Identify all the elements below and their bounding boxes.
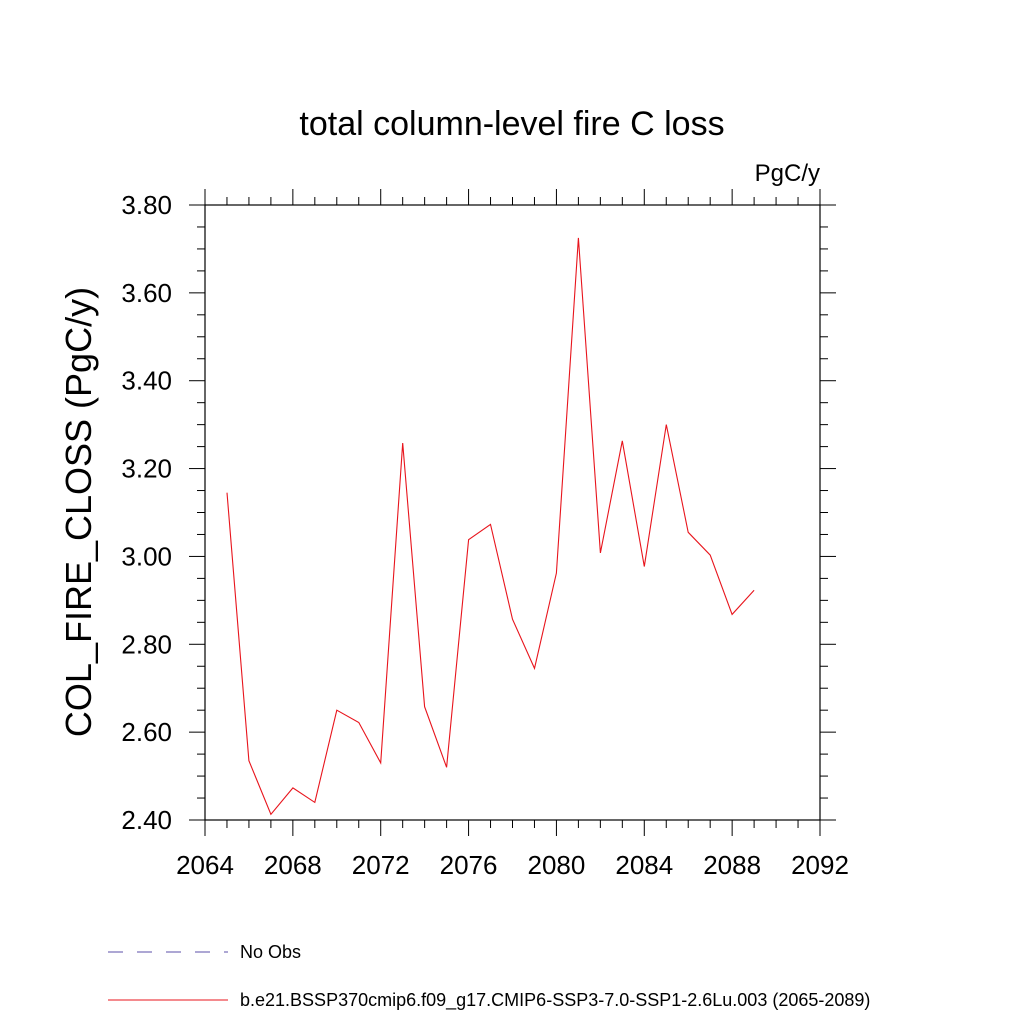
y-tick-label: 2.60 xyxy=(121,717,172,747)
data-point xyxy=(556,573,557,574)
legend: No Obs b.e21.BSSP370cmip6.f09_g17.CMIP6-S… xyxy=(108,942,870,1011)
data-point xyxy=(512,619,513,620)
data-point xyxy=(490,524,491,525)
y-tick-label: 3.80 xyxy=(121,190,172,220)
x-tick-label: 2088 xyxy=(703,850,761,880)
legend-label: b.e21.BSSP370cmip6.f09_g17.CMIP6-SSP3-7.… xyxy=(240,990,870,1011)
units-label: PgC/y xyxy=(755,160,820,187)
series-line xyxy=(226,237,755,816)
data-point xyxy=(314,802,315,803)
data-point xyxy=(424,706,425,707)
data-point xyxy=(754,590,755,591)
data-point xyxy=(468,539,469,540)
data-point xyxy=(534,668,535,669)
data-point xyxy=(380,762,381,763)
x-tick-label: 2064 xyxy=(176,850,234,880)
y-tick-label: 3.00 xyxy=(121,541,172,571)
x-tick-label: 2092 xyxy=(791,850,849,880)
y-tick-label: 3.60 xyxy=(121,278,172,308)
x-tick-label: 2076 xyxy=(440,850,498,880)
data-point xyxy=(600,552,601,553)
plot-frame xyxy=(204,204,821,821)
y-tick-label: 2.40 xyxy=(121,805,172,835)
data-point xyxy=(270,814,271,815)
data-point xyxy=(446,767,447,768)
chart-title: total column-level fire C loss xyxy=(299,105,724,143)
y-axis-label: COL_FIRE_CLOSS (PgC/y) xyxy=(58,287,99,737)
data-point xyxy=(710,555,711,556)
data-point xyxy=(644,566,645,567)
y-tick-label: 2.80 xyxy=(121,629,172,659)
axis-ticks: 2064 2068 2072 2076 2080 2084 2088 2092 2.40 2.60… xyxy=(121,189,849,880)
data-point xyxy=(226,492,227,493)
x-tick-label: 2080 xyxy=(528,850,586,880)
series-layer xyxy=(226,237,755,816)
data-point xyxy=(292,787,293,788)
data-point xyxy=(622,440,623,441)
data-point xyxy=(336,710,337,711)
y-tick-label: 3.20 xyxy=(121,454,172,484)
data-point xyxy=(358,722,359,723)
data-point xyxy=(666,424,667,425)
legend-label: No Obs xyxy=(240,942,301,962)
x-tick-label: 2072 xyxy=(352,850,410,880)
data-point xyxy=(688,532,689,533)
data-point xyxy=(248,760,249,761)
y-tick-label: 3.40 xyxy=(121,366,172,396)
data-point xyxy=(732,614,733,615)
x-tick-label: 2084 xyxy=(615,850,673,880)
data-point xyxy=(402,443,403,444)
x-tick-label: 2068 xyxy=(264,850,322,880)
data-point xyxy=(578,237,579,238)
